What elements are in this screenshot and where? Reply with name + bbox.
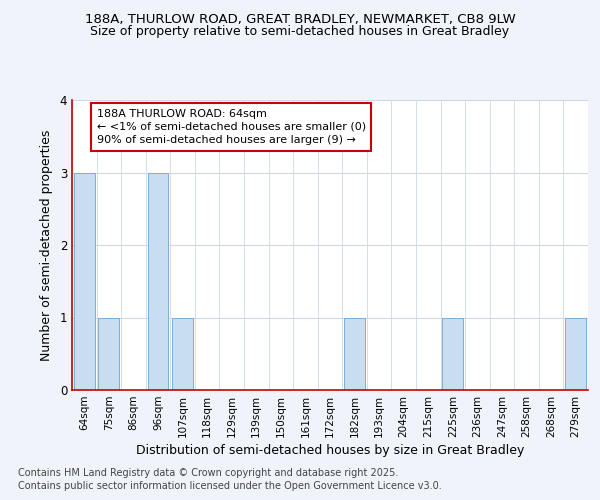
Bar bbox=[442, 318, 463, 390]
Y-axis label: Number of semi-detached properties: Number of semi-detached properties bbox=[40, 130, 53, 360]
Bar bbox=[98, 318, 119, 390]
Text: Size of property relative to semi-detached houses in Great Bradley: Size of property relative to semi-detach… bbox=[91, 25, 509, 38]
X-axis label: Distribution of semi-detached houses by size in Great Bradley: Distribution of semi-detached houses by … bbox=[136, 444, 524, 457]
Bar bbox=[148, 172, 169, 390]
Bar bbox=[172, 318, 193, 390]
Text: Contains HM Land Registry data © Crown copyright and database right 2025.: Contains HM Land Registry data © Crown c… bbox=[18, 468, 398, 477]
Bar bbox=[565, 318, 586, 390]
Bar bbox=[74, 172, 95, 390]
Text: 188A, THURLOW ROAD, GREAT BRADLEY, NEWMARKET, CB8 9LW: 188A, THURLOW ROAD, GREAT BRADLEY, NEWMA… bbox=[85, 12, 515, 26]
Bar bbox=[344, 318, 365, 390]
Text: Contains public sector information licensed under the Open Government Licence v3: Contains public sector information licen… bbox=[18, 481, 442, 491]
Text: 188A THURLOW ROAD: 64sqm
← <1% of semi-detached houses are smaller (0)
90% of se: 188A THURLOW ROAD: 64sqm ← <1% of semi-d… bbox=[97, 108, 365, 145]
